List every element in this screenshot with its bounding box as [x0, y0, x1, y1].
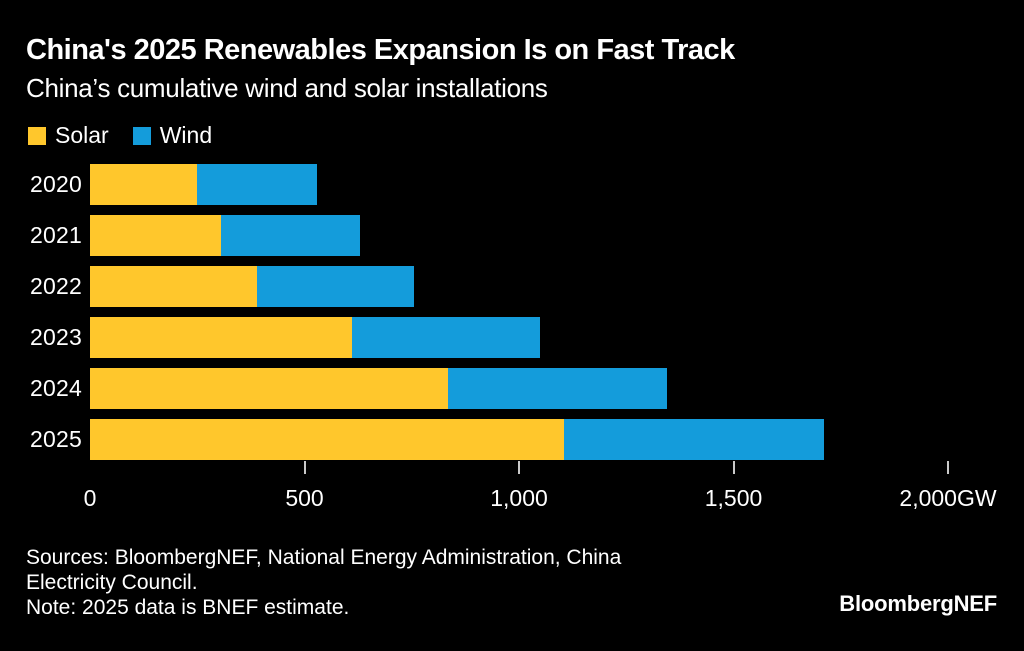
y-axis-label-2023: 2023 — [30, 324, 82, 350]
y-axis-label-2021: 2021 — [30, 222, 82, 248]
bloombergnef-logo: BloombergNEF — [839, 591, 997, 616]
y-axis-label-2020: 2020 — [30, 171, 82, 197]
bar-segment-solar-2021 — [90, 215, 221, 256]
note-text: Note: 2025 data is BNEF estimate. — [26, 596, 350, 619]
bar-segment-wind-2024 — [448, 368, 667, 409]
legend-label: Wind — [159, 122, 213, 148]
legend-swatch-wind-icon — [132, 126, 151, 145]
bar-segment-wind-2020 — [197, 164, 318, 205]
x-axis-tick-500 — [303, 461, 306, 474]
x-axis-tick-1500 — [732, 461, 735, 474]
legend-item-wind: Wind — [132, 122, 213, 149]
bar-stack-2022 — [90, 266, 948, 307]
x-axis-tick-label-1500: 1,500 — [704, 485, 763, 511]
bar-row-2024: 2024 — [0, 368, 1024, 409]
chart-subtitle: China’s cumulative wind and solar instal… — [26, 73, 548, 103]
bar-segment-solar-2024 — [90, 368, 449, 409]
bar-row-2021: 2021 — [0, 215, 1024, 256]
sources-text-line1: Sources: BloombergNEF, National Energy A… — [26, 546, 622, 569]
x-axis-tick-2000 — [947, 461, 949, 474]
bar-segment-solar-2023 — [90, 317, 352, 358]
legend-swatch-solar-icon — [28, 126, 46, 145]
bar-row-2020: 2020 — [0, 164, 1024, 205]
y-axis-label-2024: 2024 — [30, 375, 82, 401]
bar-segment-wind-2025 — [564, 419, 824, 460]
sources-text-line2: Electricity Council. — [26, 571, 198, 594]
bar-stack-2021 — [90, 215, 948, 256]
bar-stack-2020 — [90, 164, 948, 205]
bar-stack-2024 — [90, 368, 948, 409]
bar-segment-wind-2021 — [220, 215, 361, 256]
bar-segment-solar-2022 — [90, 266, 258, 307]
bar-segment-wind-2023 — [351, 317, 541, 358]
x-axis-tick-label-500: 500 — [285, 485, 324, 511]
x-axis: 0 500 1,000 1,500 2,000GW — [0, 459, 1024, 521]
x-axis-tick-label-2000: 2,000GW — [899, 485, 997, 511]
bar-stack-2025 — [90, 419, 948, 460]
bar-row-2023: 2023 — [0, 317, 1024, 358]
chart-title: China's 2025 Renewables Expansion Is on … — [26, 34, 735, 66]
legend-label: Solar — [55, 122, 109, 148]
bar-row-2025: 2025 — [0, 419, 1024, 460]
bar-segment-solar-2020 — [90, 164, 198, 205]
x-axis-tick-label-1000: 1,000 — [490, 485, 548, 511]
x-axis-tick-1000 — [518, 461, 520, 474]
plot-area: 2020 2021 2022 2023 2024 2025 — [0, 164, 1024, 470]
y-axis-label-2025: 2025 — [30, 426, 82, 452]
legend-item-solar: Solar — [28, 122, 109, 149]
bar-row-2022: 2022 — [0, 266, 1024, 307]
legend: Solar Wind — [28, 122, 212, 149]
bar-segment-solar-2025 — [90, 419, 565, 460]
footer: Sources: BloombergNEF, National Energy A… — [26, 545, 621, 620]
bar-segment-wind-2022 — [257, 266, 414, 307]
y-axis-label-2022: 2022 — [30, 273, 82, 299]
bar-stack-2023 — [90, 317, 948, 358]
x-axis-tick-label-0: 0 — [83, 485, 97, 511]
